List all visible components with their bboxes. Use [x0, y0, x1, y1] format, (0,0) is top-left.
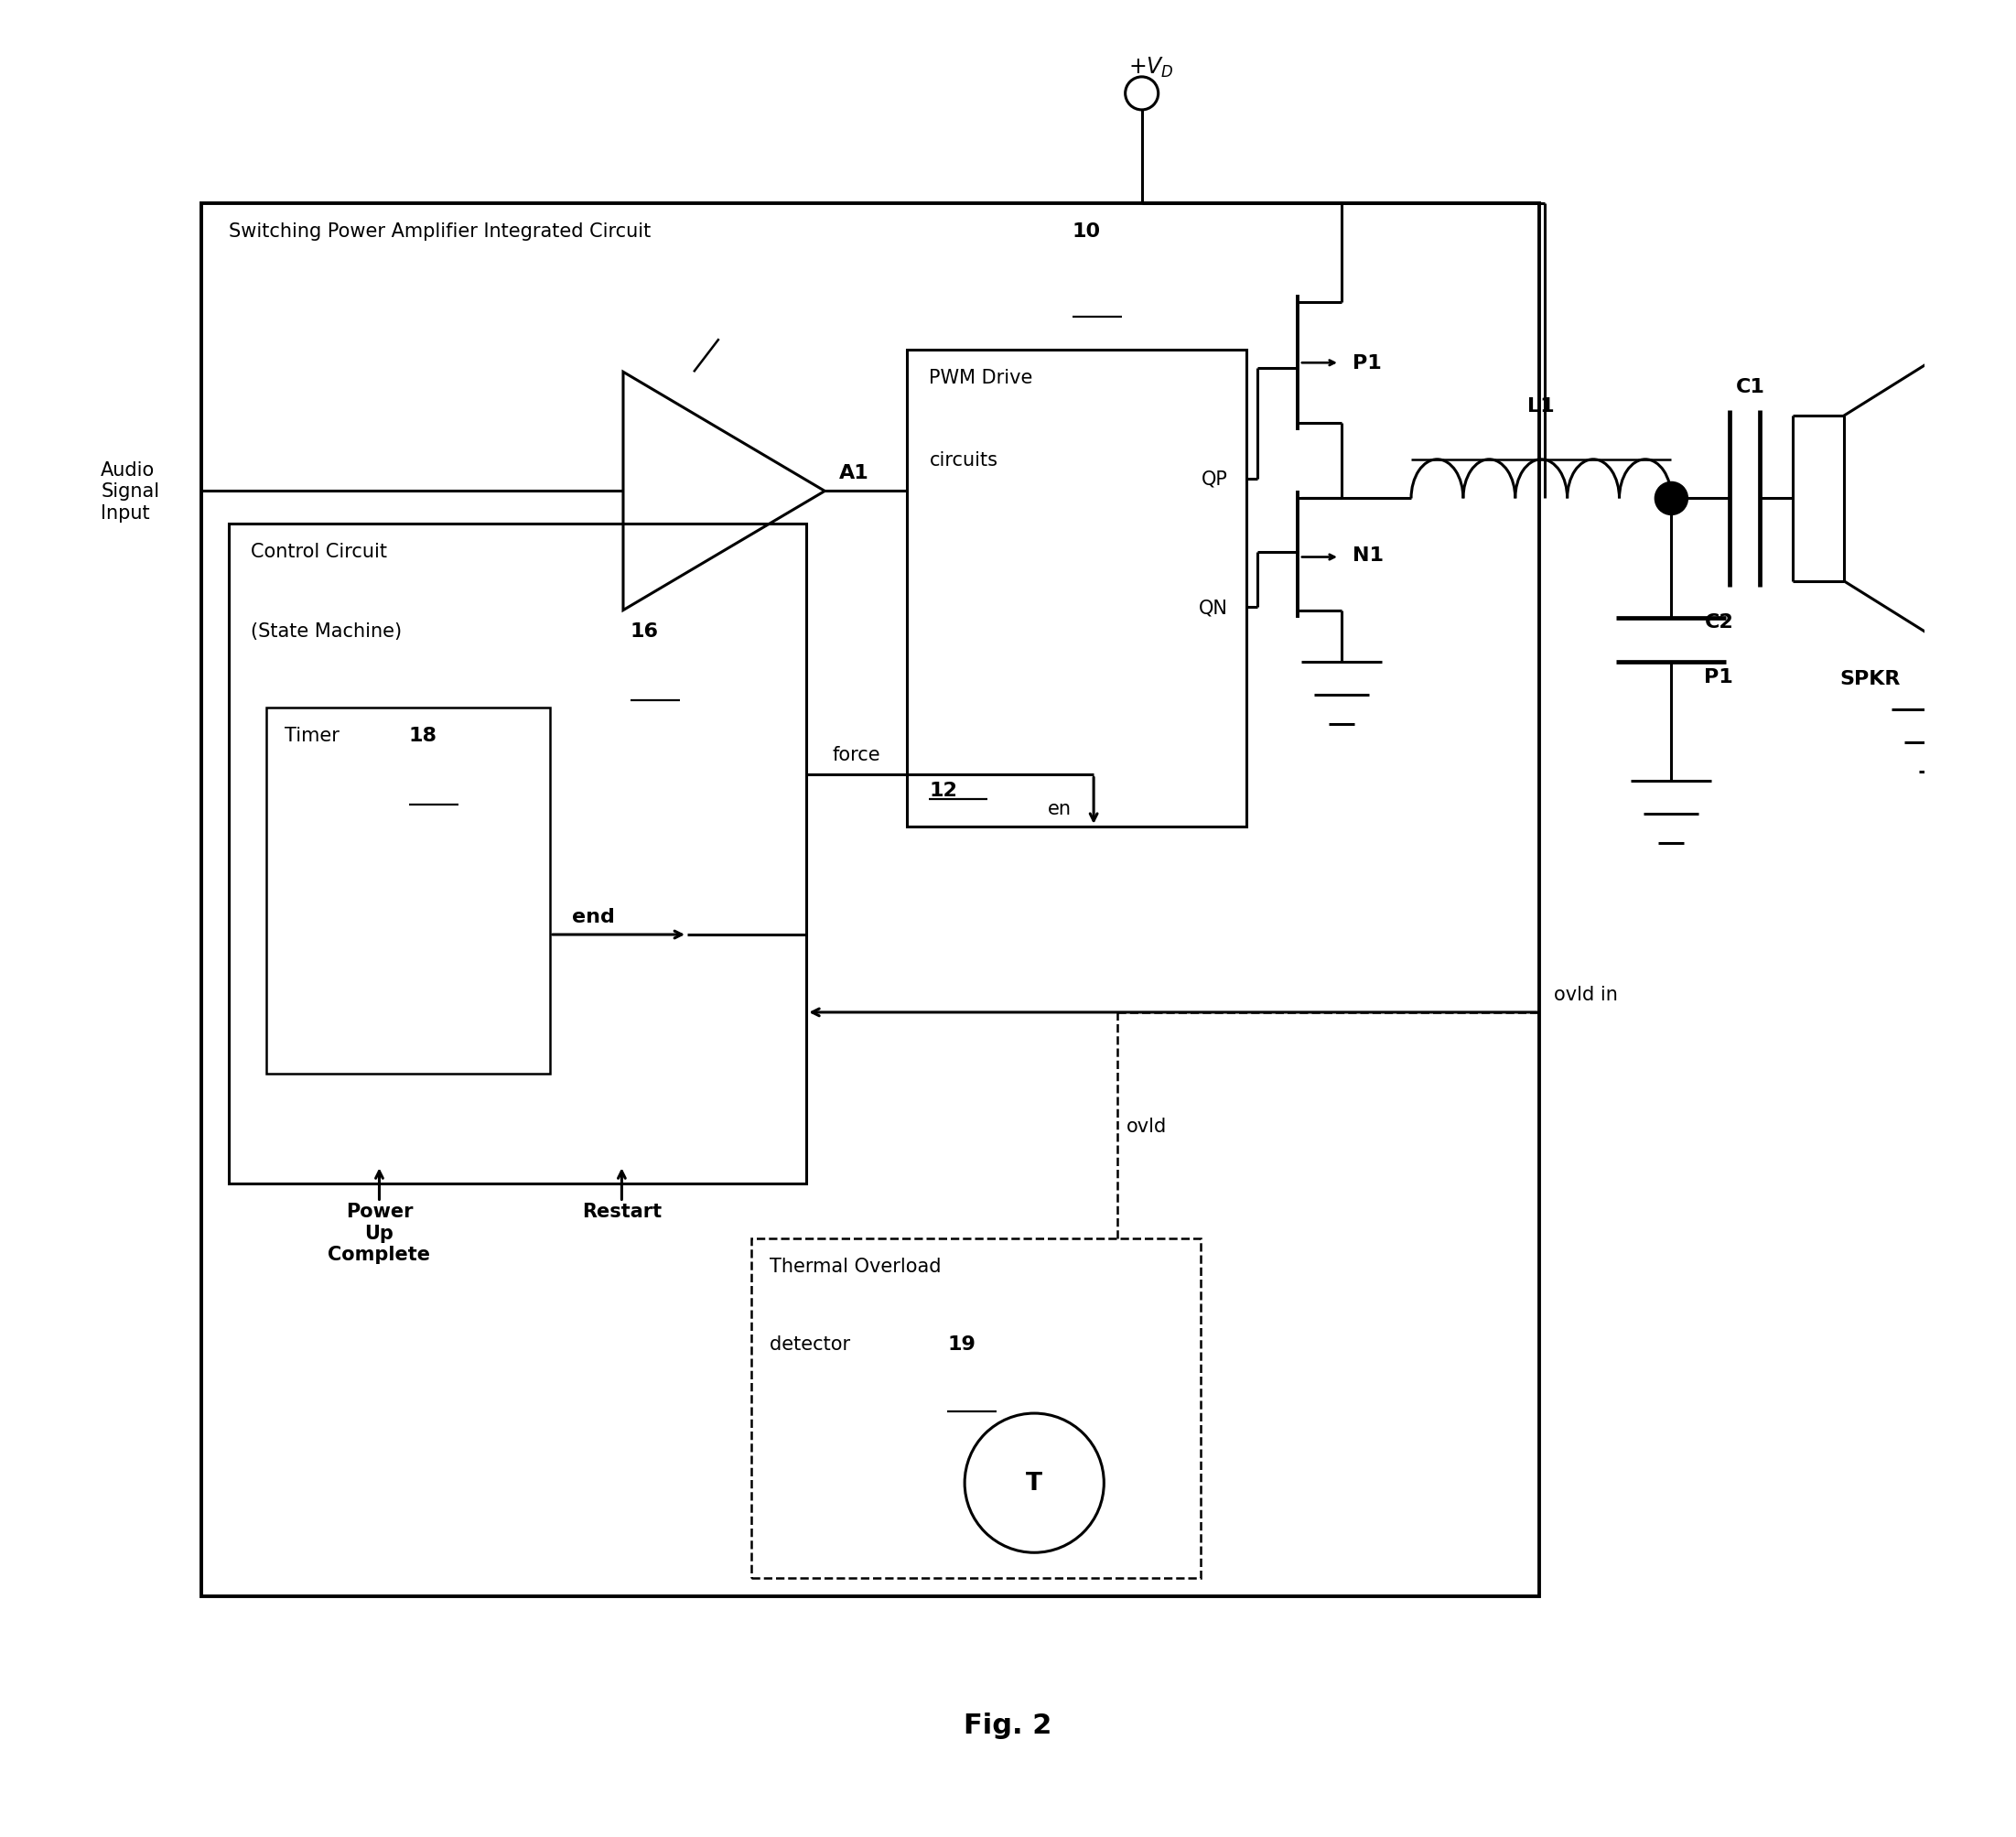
Text: $+V_D$: $+V_D$	[1129, 55, 1173, 79]
Text: Control Circuit: Control Circuit	[252, 544, 387, 562]
Text: Timer: Timer	[284, 726, 345, 744]
Text: SPKR: SPKR	[1841, 669, 1901, 687]
Text: en: en	[1048, 799, 1073, 817]
Text: C2: C2	[1704, 612, 1734, 630]
Text: detector: detector	[770, 1334, 857, 1352]
Text: P1: P1	[1353, 355, 1381, 373]
Bar	[202, 204, 1540, 1596]
Text: L1: L1	[1528, 397, 1554, 415]
Text: 16: 16	[631, 621, 659, 639]
Text: (State Machine): (State Machine)	[252, 621, 409, 639]
Text: QP: QP	[1202, 470, 1228, 489]
Text: Thermal Overload: Thermal Overload	[770, 1257, 941, 1275]
Text: T: T	[1026, 1471, 1042, 1495]
Text: Restart: Restart	[583, 1203, 661, 1222]
Text: ovld in: ovld in	[1554, 985, 1619, 1003]
Text: circuits: circuits	[929, 452, 998, 470]
Text: 10: 10	[1073, 222, 1101, 241]
Text: force: force	[833, 746, 881, 764]
Text: Switching Power Amplifier Integrated Circuit: Switching Power Amplifier Integrated Cir…	[230, 222, 657, 241]
Text: C1: C1	[1736, 378, 1764, 397]
Text: PWM Drive: PWM Drive	[929, 369, 1032, 388]
Text: QN: QN	[1200, 599, 1228, 617]
Bar	[752, 1240, 1200, 1578]
Text: A1: A1	[839, 465, 869, 483]
Text: P1: P1	[1704, 667, 1734, 685]
Text: ovld: ovld	[1127, 1117, 1167, 1135]
Text: Power
Up
Complete: Power Up Complete	[329, 1203, 431, 1264]
Text: 19: 19	[948, 1334, 976, 1352]
Bar	[907, 351, 1246, 827]
Text: end: end	[573, 907, 615, 926]
Text: 12: 12	[929, 781, 958, 799]
Text: 18: 18	[409, 726, 437, 744]
Circle shape	[1655, 483, 1687, 516]
Bar	[266, 707, 550, 1075]
Text: Audio
Signal
Input: Audio Signal Input	[101, 461, 159, 522]
Text: Fig. 2: Fig. 2	[964, 1712, 1052, 1738]
Bar	[230, 525, 806, 1185]
Text: N1: N1	[1353, 546, 1383, 564]
